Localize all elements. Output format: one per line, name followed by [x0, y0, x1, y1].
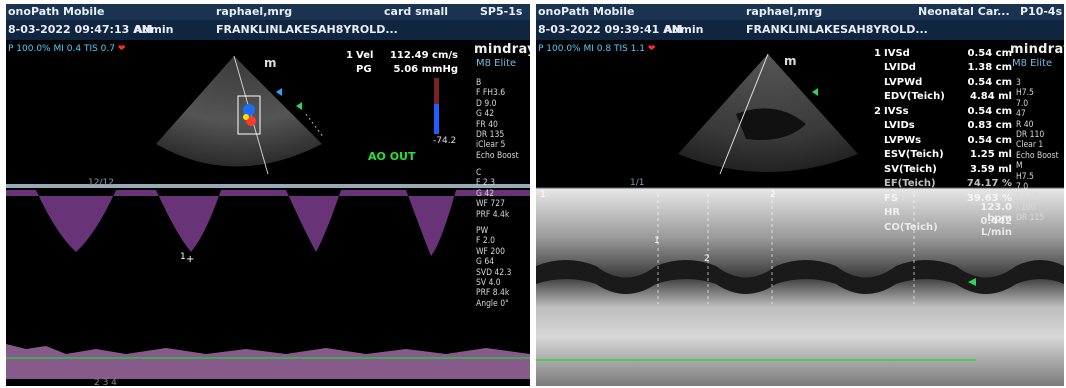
acoustic-status: P 100.0% MI 0.4 TIS 0.7 ❤ [8, 44, 125, 54]
acoustic-status: P 100.0% MI 0.8 TIS 1.1 ❤ [538, 44, 655, 54]
mi-readout: MI 0.4 [53, 44, 82, 54]
caliper-label-1: 1 [654, 236, 660, 246]
depth-marker: 12/12 [88, 178, 114, 188]
measurement-row: HR 123.0 bpm [884, 201, 1012, 224]
sector-image-layer: + [6, 55, 530, 379]
header-info-bar: 8-03-2022 09:47:13 AM Admin FRANKLINLAKE… [6, 20, 530, 40]
measurement-row: LVIDs 0.83 cm [884, 120, 1012, 132]
power-readout: P 100.0% [538, 44, 581, 54]
caliper-label-2: 2 [704, 254, 710, 264]
exam-datetime: 8-03-2022 09:47:13 AM [8, 23, 153, 36]
patient-name: FRANKLINLAKESAH8YROLD... [746, 23, 928, 36]
view-annotation: AO OUT [368, 150, 416, 163]
measurement-row: LVPWd 0.54 cm [884, 76, 1012, 88]
model-name: M8 Elite [1012, 58, 1053, 69]
preset-name: Neonatal Car... [918, 5, 1010, 18]
probe-marker: m [784, 54, 797, 68]
doppler-spectrum [6, 190, 530, 256]
exam-datetime: 8-03-2022 09:39:41 AM [538, 23, 683, 36]
measurement-row: EF(Teich) 74.17 % [884, 178, 1012, 190]
measurement-row: 2 IVSs 0.54 cm [874, 105, 1012, 117]
tis-readout: TIS 0.7 [83, 44, 115, 54]
brand-logo: mindray [1010, 42, 1064, 57]
cursor-label-1: 1 [540, 190, 546, 200]
measurement-box: 1 IVSd 0.54 cm LVIDd 1.38 cm LVPWd 0.54 cm E… [874, 46, 1012, 239]
measurement-row: 1 IVSd 0.54 cm [874, 47, 1012, 59]
m-mode-panel: onoPath Mobile raphael,mrg Neonatal Car.… [536, 4, 1064, 386]
probe-name: P10-4s [1020, 5, 1063, 18]
patient-name: FRANKLINLAKESAH8YROLD... [216, 23, 398, 36]
svg-text:+: + [186, 254, 194, 265]
header-info-bar: 8-03-2022 09:39:41 AM Admin FRANKLINLAKE… [536, 20, 1064, 40]
preset-name: card small [384, 5, 449, 18]
operator: Admin [664, 23, 704, 36]
measurement-row: CO(Teich) 0.442 L/min [884, 216, 1012, 239]
probe-marker: m [264, 56, 277, 70]
orientation-marker [812, 88, 818, 96]
heart-icon: ❤ [117, 44, 126, 54]
m-mode-image-layer [536, 53, 1064, 386]
header-bar: onoPath Mobile raphael,mrg card small SP… [6, 4, 530, 20]
measurement-row: LVPWs 0.54 cm [884, 134, 1012, 146]
color-box [237, 95, 261, 135]
app-name: onoPath Mobile [8, 5, 105, 18]
operator: Admin [134, 23, 174, 36]
model-name: M8 Elite [476, 58, 517, 69]
header-bar: onoPath Mobile raphael,mrg Neonatal Car.… [536, 4, 1064, 20]
orientation-marker [276, 88, 282, 96]
measurement-row: 1 Vel 112.49 cm/s [346, 49, 458, 61]
cursor-label-2: 2 [770, 190, 776, 200]
bottom-scale: 2 3 4 [94, 378, 117, 386]
measurement-row: LVIDd 1.38 cm [884, 62, 1012, 74]
measurement-row: SV(Teich) 3.59 ml [884, 163, 1012, 175]
measurement-box: 1 Vel 112.49 cm/s PG 5.06 mmHg [346, 48, 458, 77]
scale-marker: 1/1 [630, 178, 645, 188]
doppler-panel: onoPath Mobile raphael,mrg card small SP… [6, 4, 530, 386]
color-mode-params: C F 2.3 G 42 WF 727 PRF 4.4k [476, 168, 510, 220]
measurement-row: FS 39.63 % [884, 192, 1012, 204]
pw-mode-params: PW F 2.0 WF 200 G 64 SVD 42.3 SV 4.0 PRF… [476, 226, 512, 309]
scale-value: -74.2 [433, 136, 457, 146]
probe-name: SP5-1s [480, 5, 523, 18]
tis-readout: TIS 1.1 [613, 44, 645, 54]
measurement-row: EDV(Teich) 4.84 ml [884, 91, 1012, 103]
brand-logo: mindray [474, 42, 530, 57]
user-name: raphael,mrg [216, 5, 293, 18]
ultrasound-sector [156, 56, 322, 167]
imaging-params: 3 H7.5 7.0 47 R 40 DR 110 Clear 1 Echo B… [1016, 78, 1059, 224]
app-name: onoPath Mobile [538, 5, 635, 18]
measurement-row: ESV(Teich) 1.25 ml [884, 149, 1012, 161]
b-mode-params: B F FH3.6 D 9.0 G 42 FR 40 DR 135 iClear… [476, 78, 519, 161]
heart-icon: ❤ [647, 44, 656, 54]
cursor-label: 1 [180, 252, 186, 262]
mi-readout: MI 0.8 [583, 44, 612, 54]
measurement-row: PG 5.06 mmHg [356, 64, 458, 76]
user-name: raphael,mrg [746, 5, 823, 18]
power-readout: P 100.0% [8, 44, 51, 54]
